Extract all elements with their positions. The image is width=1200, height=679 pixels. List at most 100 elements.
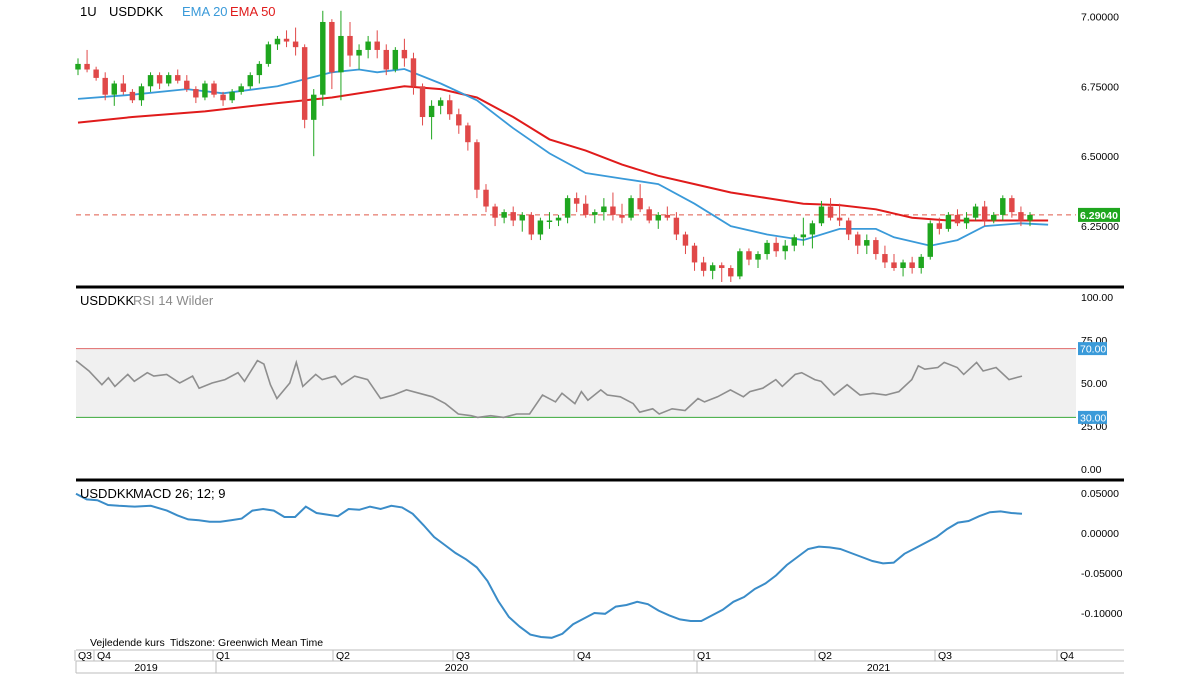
candle-body xyxy=(356,49,362,56)
candle-body xyxy=(474,142,480,190)
candle-body xyxy=(709,265,716,271)
quarter-tick-label: Q1 xyxy=(216,650,230,662)
quarter-tick-label: Q3 xyxy=(938,650,952,662)
quarter-tick-label: Q2 xyxy=(818,650,832,662)
quarter-tick-label: Q4 xyxy=(577,650,591,662)
price-y-tick: 6.25000 xyxy=(1081,221,1119,233)
macd-y-tick: -0.05000 xyxy=(1081,568,1123,580)
symbol-label: USDDKK xyxy=(109,4,164,19)
footer-timezone: Tidszone: Greenwich Mean Time xyxy=(170,637,323,649)
candle-body xyxy=(410,58,417,87)
candle-body xyxy=(592,212,598,215)
candle-body xyxy=(338,35,344,73)
candle-body xyxy=(610,206,616,215)
candle-body xyxy=(1000,198,1006,215)
candle-body xyxy=(909,262,915,269)
candle-body xyxy=(537,220,544,235)
candle-body xyxy=(437,100,444,106)
year-tick-label: 2019 xyxy=(134,662,158,674)
macd-indicator-label: MACD 26; 12; 9 xyxy=(133,486,226,501)
candle-body xyxy=(111,83,117,95)
candle-body xyxy=(129,91,136,101)
candle-body xyxy=(102,77,108,95)
candle-body xyxy=(465,125,471,143)
candle-body xyxy=(501,212,507,218)
candle-body xyxy=(510,212,516,221)
rsi-upper-label: 70.00 xyxy=(1080,344,1106,356)
candle-body xyxy=(628,198,634,218)
quarter-tick-label: Q4 xyxy=(1060,650,1074,662)
ema20-legend: EMA 20 xyxy=(182,4,228,19)
macd-line xyxy=(75,492,1023,639)
candle-body xyxy=(138,86,145,101)
price-y-tick: 6.50000 xyxy=(1081,151,1119,163)
candle-body xyxy=(827,206,834,218)
candle-body xyxy=(728,268,734,277)
candle-body xyxy=(809,223,816,235)
candle-body xyxy=(329,21,335,73)
quarter-tick-label: Q1 xyxy=(697,650,711,662)
candle-body xyxy=(365,41,371,50)
candle-body xyxy=(165,75,172,84)
candle-body xyxy=(265,44,272,64)
candle-body xyxy=(419,86,426,118)
candle-body xyxy=(646,209,652,221)
candle-body xyxy=(963,217,970,224)
candle-body xyxy=(746,251,752,260)
candle-body xyxy=(93,69,99,78)
candle-body xyxy=(292,41,299,48)
candle-body xyxy=(737,251,743,277)
candle-body xyxy=(637,198,643,210)
candle-body xyxy=(374,41,380,50)
year-tick-label: 2021 xyxy=(867,662,891,674)
rsi-y-tick: 25.00 xyxy=(1081,421,1107,433)
rsi-symbol-label: USDDKK xyxy=(80,293,135,308)
rsi-y-tick: 50.00 xyxy=(1081,378,1107,390)
candle-body xyxy=(664,214,671,218)
candle-body xyxy=(927,223,933,257)
price-y-axis: 7.00000 6.75000 6.50000 6.25000 xyxy=(1081,11,1119,233)
candle-body xyxy=(392,49,399,70)
interval-label: 1U xyxy=(80,4,97,19)
candle-body xyxy=(845,220,852,235)
candle-body xyxy=(719,265,725,269)
candle-body xyxy=(120,83,127,92)
candle-body xyxy=(1027,214,1033,221)
candle-body xyxy=(229,91,235,101)
rsi-upper-tag xyxy=(1078,342,1107,356)
candle-body xyxy=(492,206,498,218)
candle-body xyxy=(691,245,698,263)
candle-body xyxy=(836,217,843,221)
candle-body xyxy=(528,214,535,235)
ema50-legend: EMA 50 xyxy=(230,4,276,19)
candle-body xyxy=(601,206,607,213)
macd-symbol-label: USDDKK xyxy=(80,486,135,501)
candle-body xyxy=(75,63,81,70)
footer-reference: Vejledende kurs xyxy=(90,637,165,649)
candle-body xyxy=(764,242,770,255)
candle-body xyxy=(882,254,888,263)
quarter-tick-label: Q3 xyxy=(456,650,470,662)
macd-y-axis: 0.05000 0.00000 -0.05000 -0.10000 xyxy=(1081,488,1123,620)
candle-body xyxy=(202,83,208,98)
year-tick-label: 2020 xyxy=(445,662,469,674)
rsi-line xyxy=(75,359,1023,419)
rsi-lower-label: 30.00 xyxy=(1080,412,1106,424)
candle-body xyxy=(519,214,525,221)
candle-body xyxy=(483,189,489,207)
macd-y-tick: 0.05000 xyxy=(1081,488,1119,500)
candle-body xyxy=(184,80,190,90)
quarter-ticks: Q3 Q4 Q1 Q2 Q3 Q4 Q1 Q2 Q3 Q4 xyxy=(74,650,1074,662)
candle-body xyxy=(981,206,988,221)
candle-body xyxy=(238,86,244,92)
candle-body xyxy=(320,21,326,95)
candle-body xyxy=(555,217,562,221)
candle-body xyxy=(936,223,943,229)
candle-body xyxy=(301,47,308,120)
candle-body xyxy=(311,94,317,120)
price-y-tick: 7.00000 xyxy=(1081,11,1119,23)
candle-body xyxy=(256,63,263,76)
candle-body xyxy=(175,75,181,81)
